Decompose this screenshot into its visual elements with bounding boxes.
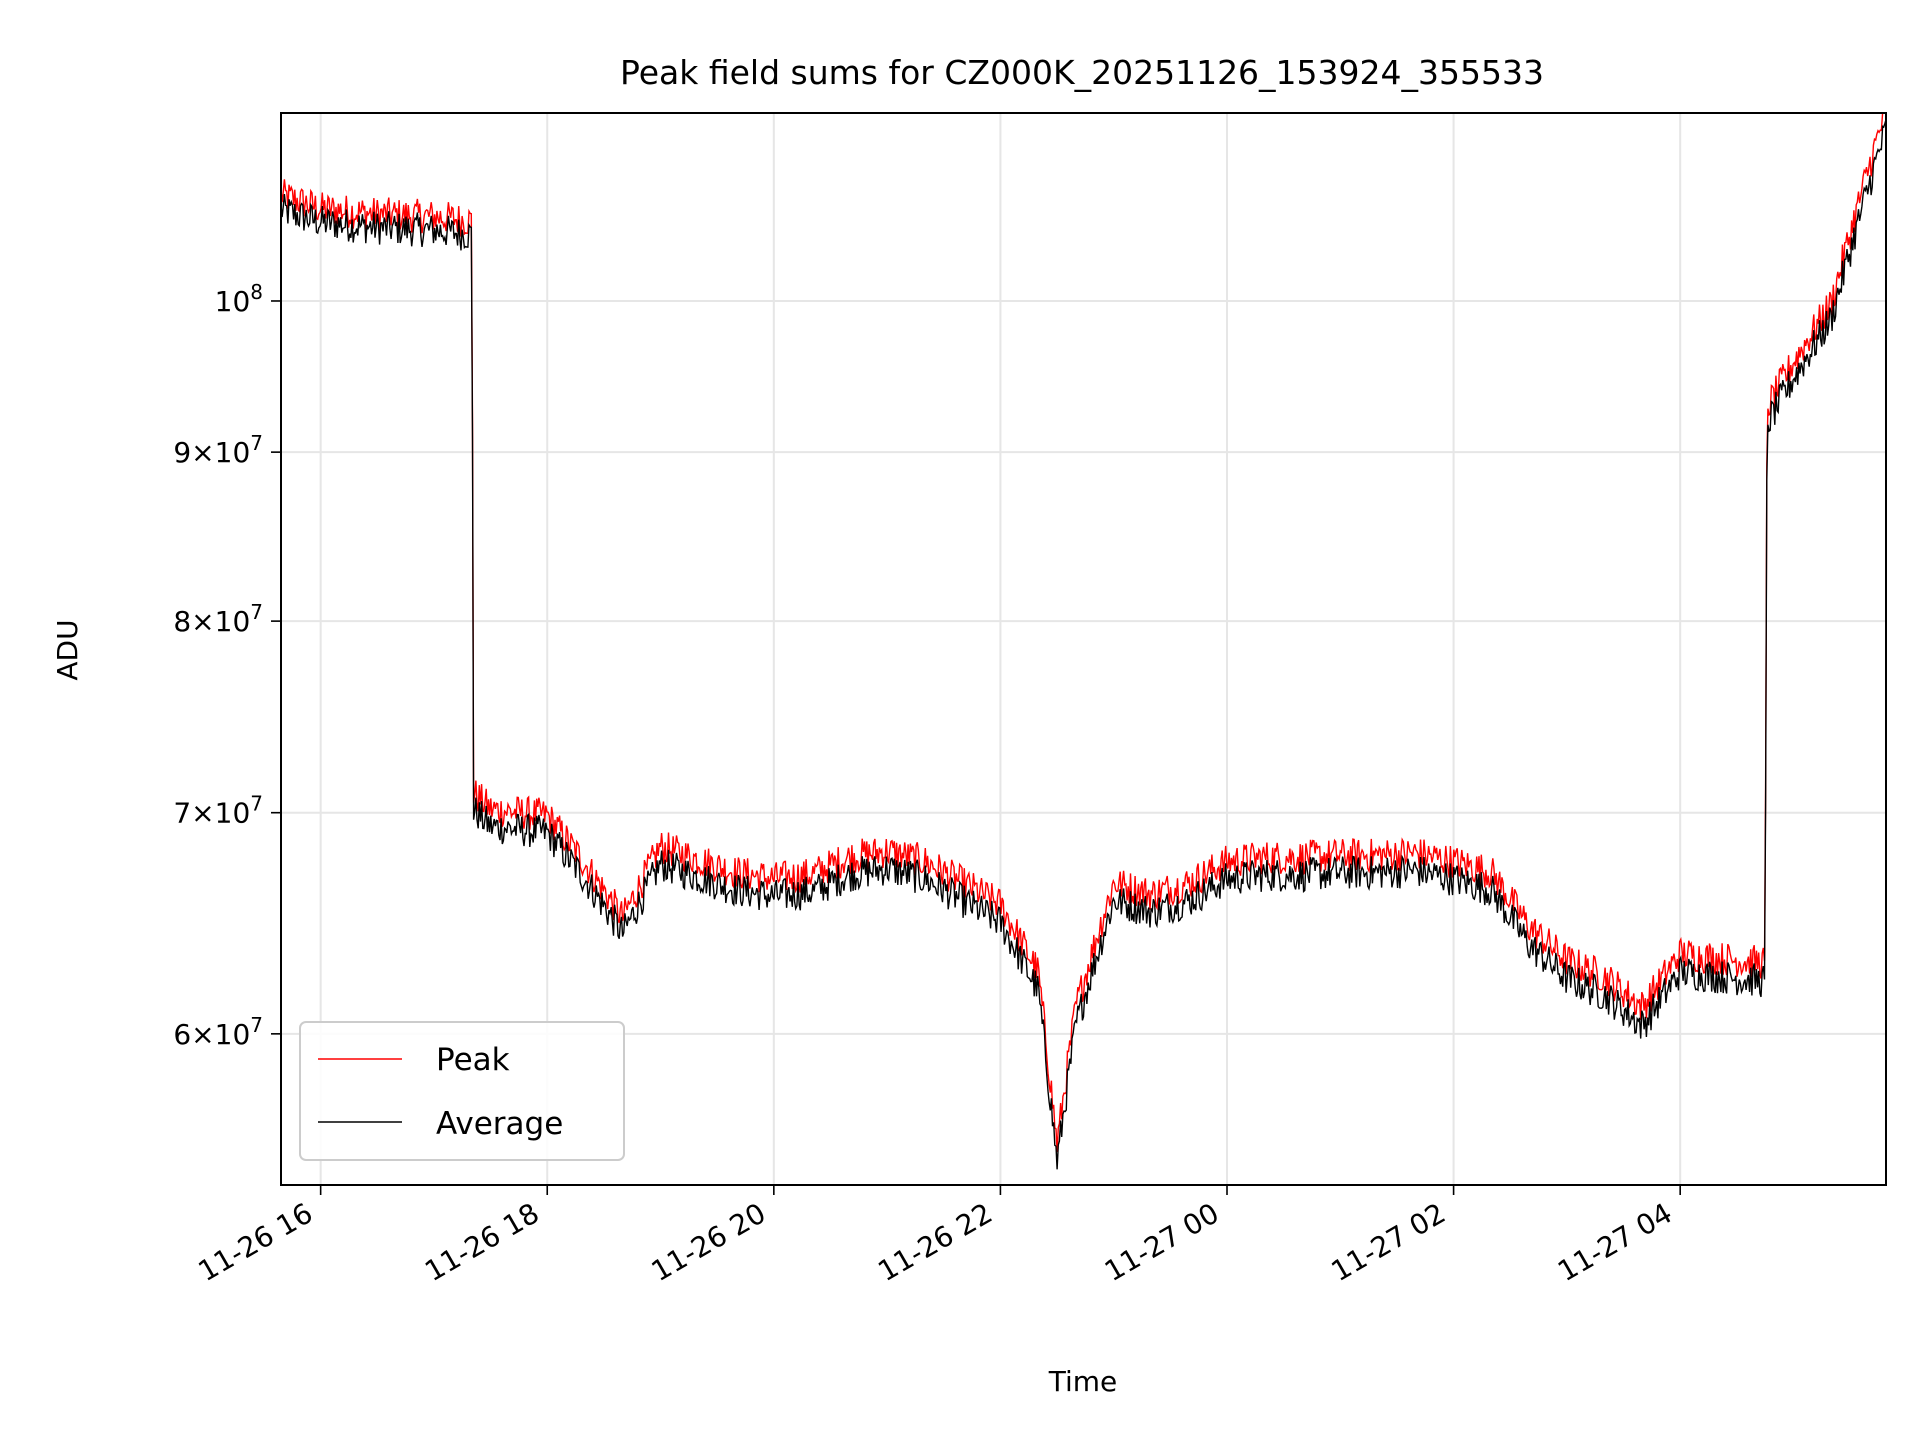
- legend-label-peak: Peak: [436, 1042, 510, 1078]
- x-tick-label: 11-27 00: [1099, 1196, 1225, 1288]
- x-tick-label: 11-26 22: [872, 1196, 998, 1288]
- x-axis: 11-26 16 11-26 18 11-26 20 11-26 22 11-27 00…: [193, 1185, 1681, 1288]
- y-axis-title: ADU: [51, 619, 84, 680]
- y-tick-label: 6×107: [173, 1013, 263, 1051]
- series-line-average: [280, 119, 1887, 1170]
- plot-frame: [280, 112, 1887, 1186]
- x-tick-label: 11-26 16: [193, 1196, 319, 1288]
- grid: [281, 113, 1886, 1185]
- y-tick-label: 108: [215, 280, 263, 318]
- legend-box: [299, 1021, 625, 1161]
- x-tick-label: 11-26 20: [646, 1196, 772, 1288]
- x-axis-title: Time: [1048, 1365, 1118, 1398]
- x-tick-label: 11-26 18: [419, 1196, 545, 1288]
- y-tick-label: 9×107: [173, 431, 263, 469]
- y-axis: 6×107 7×107 8×107 9×107 108: [173, 280, 281, 1051]
- x-tick-label: 11-27 04: [1552, 1196, 1678, 1288]
- chart-title: Peak field sums for CZ000K_20251126_1539…: [620, 53, 1544, 92]
- y-tick-label: 8×107: [173, 600, 263, 638]
- y-tick-label: 7×107: [173, 792, 263, 830]
- legend-label-average: Average: [436, 1106, 563, 1142]
- series-lines: [280, 112, 1887, 1170]
- series-line-peak: [280, 112, 1886, 1153]
- legend: Peak Average: [299, 1021, 625, 1161]
- x-tick-label: 11-27 02: [1326, 1196, 1452, 1288]
